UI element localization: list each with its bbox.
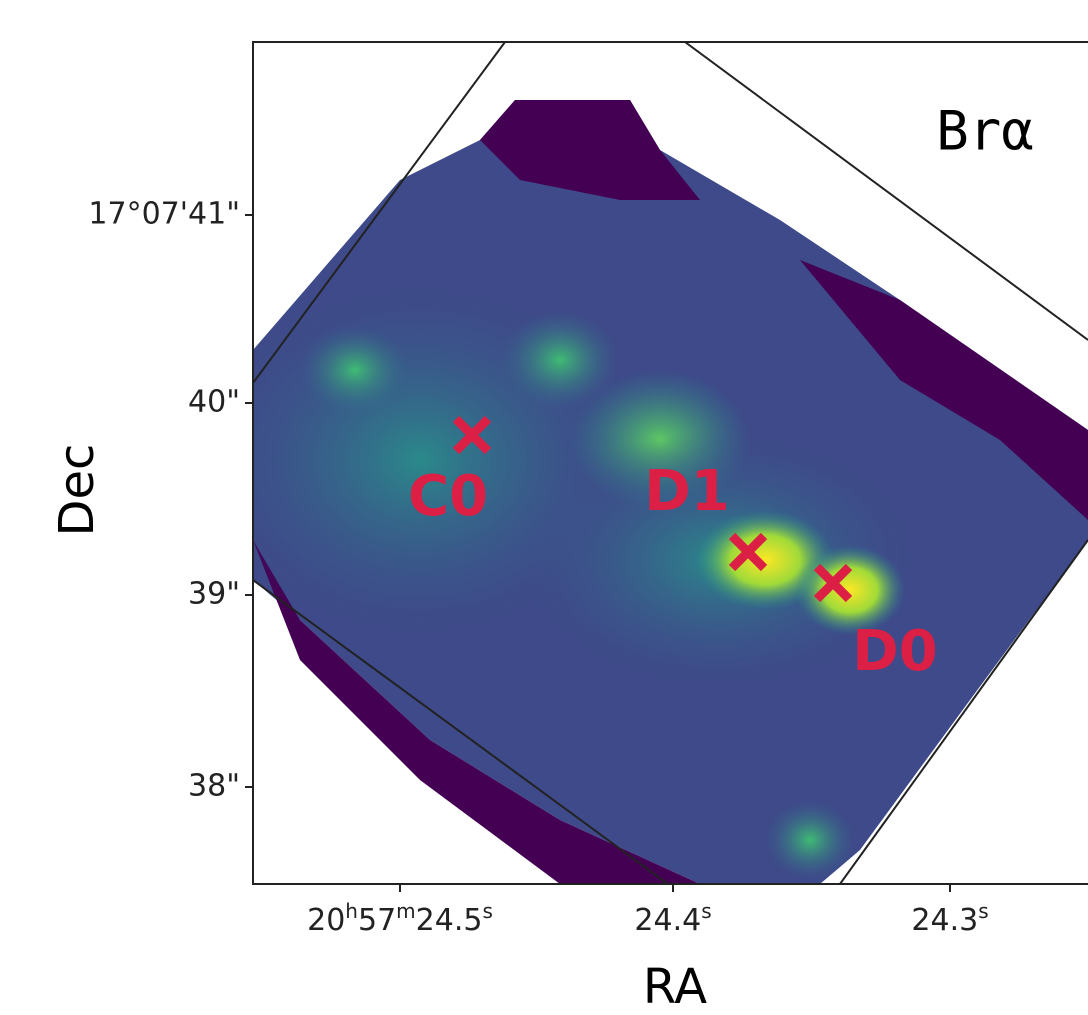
unit-superscript: m [396,899,415,923]
y-tick-label: 17°07'41" [88,197,240,232]
source-label: C0 [408,464,488,529]
x-tick-label: 24.3s [911,899,988,938]
source-label: D1 [644,459,729,524]
tick-number: 24.5 [416,903,483,938]
source-marker [813,563,853,603]
y-tick-label: 40" [188,385,240,420]
unit-superscript: s [978,899,988,923]
x-tick-label: 24.4s [634,899,711,938]
panel-label: Brα [936,100,1034,163]
source-marker [452,415,492,455]
y-tick-label: 39" [188,577,240,612]
unit-superscript: s [701,899,711,923]
tick-number: 57 [358,903,396,938]
source-marker [728,532,768,572]
x-axis-label: RA [643,959,707,1015]
unit-superscript: h [345,899,358,923]
y-tick-label: 38" [188,769,240,804]
y-axis-label: Dec [49,444,105,537]
tick-number: 24.4 [634,903,701,938]
source-markers [452,415,853,603]
x-tick-label: 20h57m24.5s [307,899,493,938]
tick-number: 24.3 [911,903,978,938]
tick-number: 20 [307,903,345,938]
map-image [253,42,1088,884]
unit-superscript: s [482,899,492,923]
source-label: D0 [852,619,937,684]
